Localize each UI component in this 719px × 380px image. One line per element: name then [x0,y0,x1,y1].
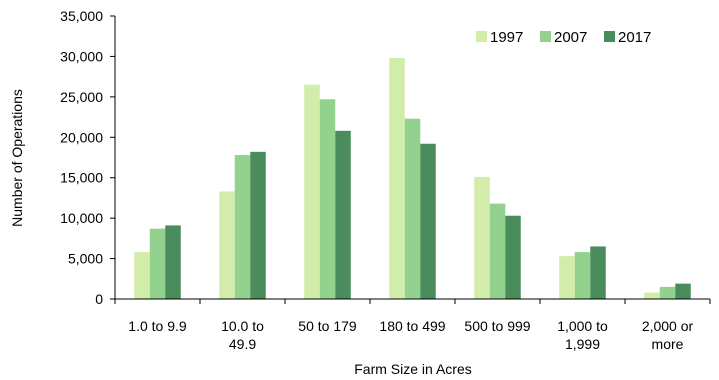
bar-2017-0 [165,225,181,299]
bar-2007-1 [234,155,251,299]
bar-1997-2 [304,84,320,299]
legend-label-1997: 1997 [490,29,523,46]
y-tick-label: 5,000 [68,251,103,267]
x-tick-label: 180 to 499 [379,318,445,334]
bar-2017-6 [675,283,691,299]
x-tick-label: 500 to 999 [464,318,530,334]
bar-1997-3 [389,58,405,299]
x-tick-label: 10.0 to 49.9 [221,318,264,352]
y-tick-label: 10,000 [60,210,103,226]
x-axis-title: Farm Size in Acres [354,361,471,377]
y-tick-label: 35,000 [60,8,103,24]
bar-2007-6 [659,286,676,299]
bar-1997-6 [644,292,660,299]
legend-label-2007: 2007 [554,29,587,46]
bar-1997-5 [559,256,575,299]
bars [134,58,691,299]
y-axis-ticks: 0 5,000 10,000 15,000 20,000 25,000 30,000 35,0… [60,8,115,307]
y-tick-label: 15,000 [60,170,103,186]
bar-1997-1 [219,191,235,299]
x-tick-label: 2,000 or more [642,318,694,352]
legend-swatch-1997 [476,31,487,42]
x-tick-label: 1,000 to 1,999 [557,318,608,352]
bar-2017-3 [420,143,436,299]
bar-2007-3 [404,118,421,299]
legend-swatch-2007 [540,31,551,42]
y-tick-label: 0 [95,291,103,307]
bar-2007-5 [574,252,591,299]
legend-swatch-2017 [604,31,615,42]
bar-2007-2 [319,99,336,299]
bar-2007-0 [149,228,166,299]
bar-2007-4 [489,203,506,299]
x-axis-tick-labels: 1.0 to 9.9 10.0 to 49.9 50 to 179 180 to 499… [114,299,711,352]
bar-2017-2 [335,130,351,299]
legend: 1997 2007 2017 [476,29,651,46]
y-axis-title: Number of Operations [9,89,25,227]
y-tick-label: 25,000 [60,89,103,105]
bar-2017-5 [590,246,606,299]
legend-label-2017: 2017 [618,29,651,46]
x-tick-label: 1.0 to 9.9 [128,318,187,334]
bar-1997-4 [474,176,490,299]
x-tick-label: 50 to 179 [298,318,357,334]
bar-2017-4 [505,215,521,299]
bar-2017-1 [250,151,266,299]
y-tick-label: 20,000 [60,129,103,145]
bar-1997-0 [134,252,150,299]
y-tick-label: 30,000 [60,48,103,64]
